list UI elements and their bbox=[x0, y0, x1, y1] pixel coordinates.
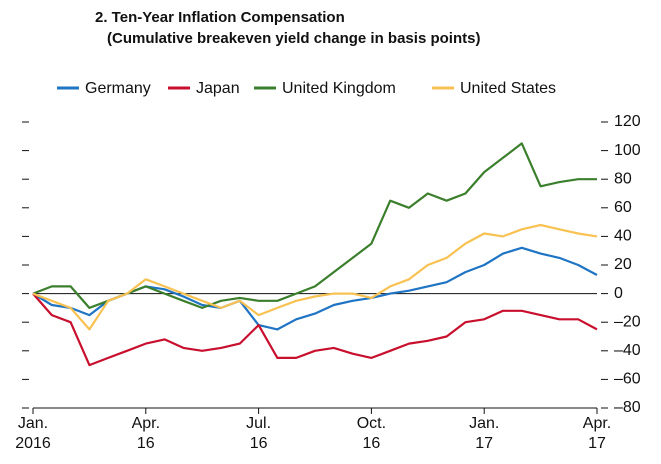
y-tick-label: 60 bbox=[614, 199, 632, 216]
y-tick-label: –20 bbox=[614, 313, 641, 330]
x-tick-label: Apr. 17 bbox=[582, 415, 612, 452]
chart-subtitle: (Cumulative breakeven yield change in ba… bbox=[107, 30, 480, 47]
legend-label: United Kingdom bbox=[282, 80, 396, 97]
y-tick-label: –60 bbox=[614, 371, 641, 388]
legend-label: United States bbox=[460, 80, 556, 97]
series-line bbox=[32, 223, 598, 331]
y-tick-label: 80 bbox=[614, 170, 632, 187]
x-tick-label: Jan. 2016 bbox=[15, 415, 51, 452]
x-tick-label: Oct. 16 bbox=[356, 415, 387, 452]
y-tick-label: 100 bbox=[614, 142, 641, 159]
x-tick-label: Apr. 16 bbox=[131, 415, 161, 452]
legend-label: Germany bbox=[85, 80, 151, 97]
y-tick-label: 40 bbox=[614, 228, 632, 245]
chart-title: 2. Ten-Year Inflation Compensation bbox=[95, 9, 345, 26]
y-tick-label: –80 bbox=[614, 399, 641, 416]
series-line bbox=[32, 142, 597, 309]
y-tick-label: 0 bbox=[614, 285, 623, 302]
x-tick-label: Jul. 16 bbox=[246, 415, 272, 452]
y-tick-label: 20 bbox=[614, 256, 632, 273]
x-tick-label: Jan. 17 bbox=[469, 415, 500, 452]
y-tick-label: –40 bbox=[614, 342, 641, 359]
legend-label: Japan bbox=[196, 80, 240, 97]
series-line bbox=[32, 246, 598, 331]
y-tick-label: 120 bbox=[614, 113, 641, 130]
series-line bbox=[32, 292, 598, 367]
